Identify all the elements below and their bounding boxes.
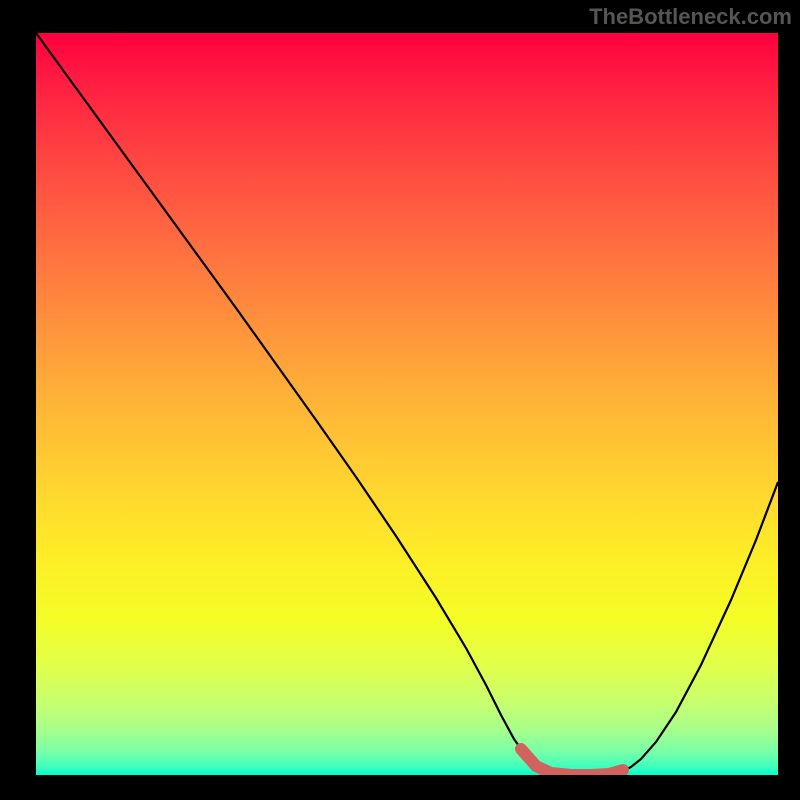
chart-container: TheBottleneck.com — [0, 0, 800, 800]
watermark-text: TheBottleneck.com — [589, 4, 792, 30]
plot-area — [36, 33, 778, 775]
gradient-background — [36, 33, 778, 775]
